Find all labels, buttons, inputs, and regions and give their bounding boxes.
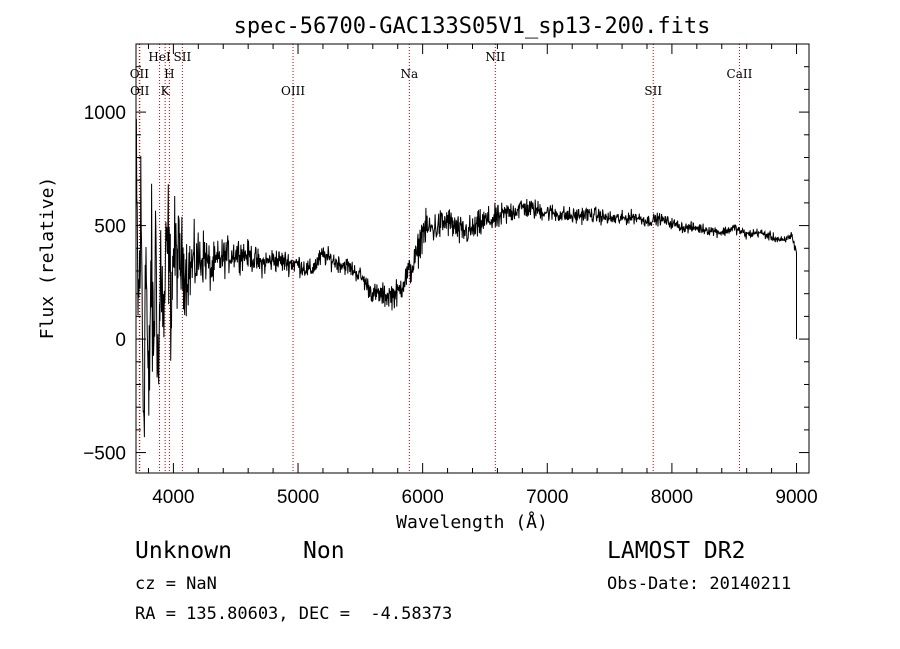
y-tick-label: −500 — [83, 444, 126, 465]
x-tick-label: 5000 — [277, 487, 319, 508]
spectral-line-label-1: OII — [130, 84, 150, 98]
spectral-line-label-9: SII — [644, 84, 662, 98]
x-tick-label: 4000 — [152, 487, 194, 508]
spectral-line-label-7: Na — [400, 67, 418, 81]
ra-dec-coordinates: RA = 135.80603, DEC = -4.58373 — [135, 604, 453, 624]
y-tick-label: 1000 — [84, 103, 126, 124]
object-class: Unknown — [135, 538, 232, 564]
spectral-line-label-5: SII — [174, 50, 192, 64]
axis-ticks: 4000 5000 6000 7000 8000 9000 −500 0 500 1000 — [83, 44, 818, 508]
spectral-line-label-3: H — [164, 67, 174, 81]
survey-name: LAMOST DR2 — [607, 538, 746, 564]
spectrum-flux-line — [135, 118, 797, 438]
spectral-line-label-4: K — [161, 84, 171, 98]
x-tick-label: 8000 — [651, 487, 693, 508]
observation-date: Obs-Date: 20140211 — [607, 574, 792, 594]
redshift-cz: cz = NaN — [135, 574, 217, 594]
x-tick-label: 7000 — [526, 487, 568, 508]
object-subclass: Non — [303, 538, 345, 564]
x-tick-label: 6000 — [402, 487, 444, 508]
spectral-line-label-8: NII — [485, 50, 505, 64]
chart-title: spec-56700-GAC133S05V1_sp13-200.fits — [234, 14, 711, 39]
spectral-line-label-10: CaII — [727, 67, 753, 81]
y-tick-label: 500 — [94, 217, 126, 238]
y-tick-label: 0 — [115, 330, 126, 351]
spectral-line-label-2: HeI — [148, 50, 171, 64]
spectral-line-label-6: OIII — [281, 84, 305, 98]
x-axis-label: Wavelength (Å) — [396, 511, 548, 533]
spectrum-series — [135, 118, 797, 438]
x-tick-label: 9000 — [775, 487, 817, 508]
y-axis-label: Flux (relative) — [37, 177, 58, 340]
